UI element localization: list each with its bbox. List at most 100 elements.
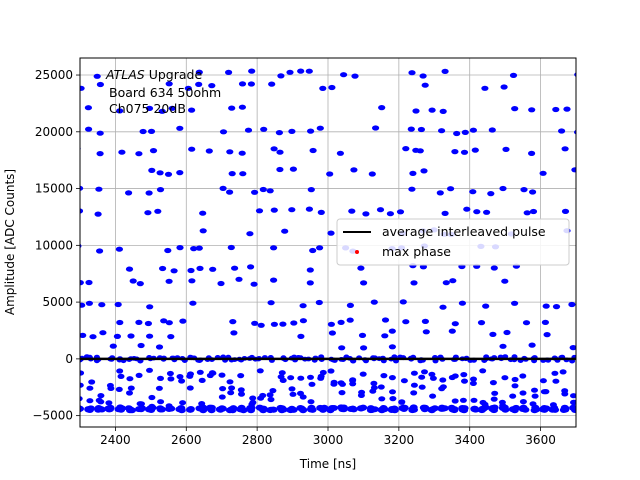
data-point <box>250 281 258 287</box>
data-point <box>207 404 216 411</box>
data-point <box>235 276 243 282</box>
data-point <box>531 387 538 393</box>
data-point <box>368 171 376 177</box>
data-point <box>422 329 430 335</box>
data-point <box>453 130 461 137</box>
data-point <box>488 127 496 133</box>
y-axis-ticks: −5000 0 5000 10000 15000 20000 25000 <box>32 68 80 423</box>
data-point <box>176 125 184 131</box>
annotation-line-1: ATLAS Upgrade <box>105 67 202 82</box>
data-point <box>188 278 196 284</box>
data-point <box>528 150 536 156</box>
data-point <box>479 368 487 374</box>
data-point <box>219 129 228 135</box>
data-point <box>428 107 436 113</box>
data-point <box>477 320 486 326</box>
data-point <box>270 277 278 283</box>
data-point <box>531 393 539 399</box>
y-tick-label: 0 <box>65 352 73 366</box>
data-point <box>266 188 274 194</box>
data-point <box>479 399 487 406</box>
data-point <box>448 406 457 413</box>
data-point <box>307 399 315 405</box>
data-point <box>80 332 87 338</box>
data-point <box>256 405 265 412</box>
data-point <box>249 399 257 406</box>
data-point <box>319 369 327 376</box>
data-point <box>80 85 85 91</box>
data-point <box>138 401 145 407</box>
data-point <box>209 266 217 272</box>
data-point <box>337 319 345 325</box>
data-point <box>267 396 275 403</box>
data-point <box>438 386 446 392</box>
data-point <box>290 320 298 326</box>
data-point <box>270 245 278 251</box>
data-point <box>409 404 418 411</box>
legend: average interleaved pulse max phase <box>336 218 570 266</box>
data-point <box>148 403 156 409</box>
data-point <box>226 149 234 155</box>
data-point <box>386 211 394 217</box>
data-point <box>275 130 283 136</box>
data-point <box>218 394 226 400</box>
data-point <box>98 302 106 308</box>
data-point <box>251 320 259 326</box>
data-point <box>165 278 173 284</box>
data-point <box>156 170 164 176</box>
data-point <box>338 345 346 351</box>
data-point <box>146 367 153 373</box>
data-point <box>146 304 154 310</box>
data-point <box>402 319 410 325</box>
data-point <box>420 168 428 174</box>
data-point <box>330 381 338 387</box>
data-point <box>117 406 126 413</box>
data-point <box>436 190 444 196</box>
data-point <box>340 72 348 78</box>
data-point <box>543 332 551 338</box>
data-point <box>279 321 287 327</box>
data-point <box>410 280 418 286</box>
data-point <box>80 302 86 308</box>
data-point <box>116 319 124 326</box>
data-point <box>239 407 248 414</box>
data-point <box>421 369 428 375</box>
data-point <box>276 149 284 155</box>
data-point <box>511 106 519 112</box>
data-point <box>198 377 206 383</box>
data-point <box>196 369 204 375</box>
data-point <box>225 69 233 75</box>
data-point <box>85 126 93 132</box>
data-point <box>117 373 125 379</box>
data-point <box>569 345 576 351</box>
data-point <box>448 374 456 381</box>
data-point <box>257 322 265 328</box>
data-point <box>227 244 235 251</box>
data-point <box>297 68 305 74</box>
data-point <box>247 264 255 270</box>
data-point <box>502 146 510 152</box>
data-point <box>490 396 498 402</box>
data-point <box>458 300 466 306</box>
data-point <box>448 328 456 334</box>
data-point <box>96 81 104 88</box>
data-point <box>451 398 459 404</box>
data-point <box>217 280 225 287</box>
data-point <box>470 397 478 403</box>
data-point <box>158 108 166 114</box>
data-point <box>441 68 449 74</box>
data-point <box>229 319 237 325</box>
data-point <box>164 171 173 177</box>
data-point <box>125 266 134 272</box>
data-point <box>297 390 304 396</box>
data-point <box>359 371 367 377</box>
data-point <box>402 146 410 152</box>
data-point <box>369 388 377 394</box>
data-point <box>330 405 338 411</box>
data-point <box>80 185 84 191</box>
data-point <box>277 73 285 79</box>
data-point <box>360 280 368 286</box>
data-point <box>399 404 408 411</box>
data-point <box>410 390 418 396</box>
data-point <box>441 210 449 216</box>
